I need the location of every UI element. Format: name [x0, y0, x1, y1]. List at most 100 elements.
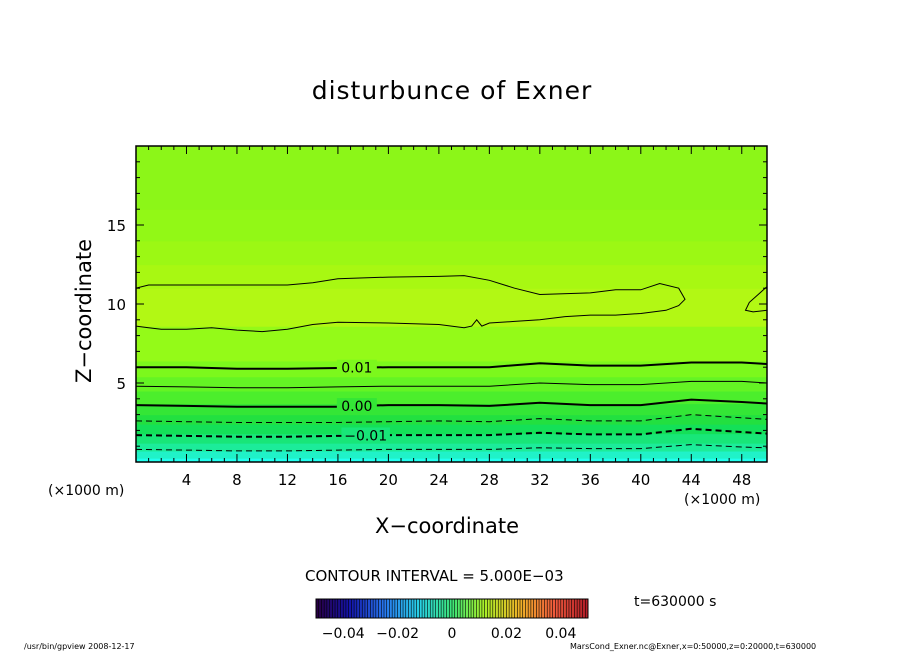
footer-right: MarsCond_Exner.nc@Exner,x=0:50000,z=0:20…: [570, 642, 817, 651]
colorbar-cell: [345, 599, 349, 618]
colorbar-cell: [441, 599, 445, 618]
colorbar-cell: [324, 599, 328, 618]
fill-band-6: [136, 403, 767, 416]
colorbar-cell: [359, 599, 363, 618]
colorbar-cell: [373, 599, 377, 618]
colorbar-cell: [541, 599, 545, 618]
y-tick-label-2: 15: [107, 217, 126, 235]
contour-line-7: [744, 286, 767, 313]
x-tick-label-3: 16: [328, 471, 347, 489]
colorbar-cell: [511, 599, 515, 618]
x-tick-label-8: 36: [581, 471, 600, 489]
x-tick-label-5: 24: [429, 471, 448, 489]
fill-band-13: [136, 240, 767, 266]
colorbar-cell: [370, 599, 374, 618]
colorbar-cell: [392, 599, 396, 618]
colorbar-cell: [411, 599, 415, 618]
colorbar-cell: [517, 599, 521, 618]
colorbar-cell: [560, 599, 564, 618]
colorbar-cell: [506, 599, 510, 618]
colorbar-cell: [435, 599, 439, 618]
colorbar-cell: [498, 599, 502, 618]
contour-line-6: [136, 275, 686, 333]
colorbar-cell: [479, 599, 483, 618]
colorbar-cell: [579, 599, 583, 618]
contour-label-2: 0.00: [341, 399, 372, 415]
x-tick-label-10: 44: [682, 471, 701, 489]
colorbar-cell: [337, 599, 341, 618]
colorbar-cell: [566, 599, 570, 618]
colorbar-cell: [321, 599, 325, 618]
fill-band-14: [136, 209, 767, 242]
colorbar-cell: [481, 599, 485, 618]
colorbar-cell: [340, 599, 344, 618]
time-label: t=630000 s: [634, 594, 717, 610]
colorbar-cell: [568, 599, 572, 618]
colorbar-cell: [454, 599, 458, 618]
colorbar-frame: [315, 598, 589, 619]
colorbar-tick-label-2: 0: [448, 626, 457, 642]
contour-label-gap-2: [336, 398, 377, 415]
colorbar-cell: [362, 599, 366, 618]
colorbar-cell: [351, 599, 355, 618]
colorbar-cell: [468, 599, 472, 618]
colorbar-cell: [555, 599, 559, 618]
colorbar-cell: [400, 599, 404, 618]
colorbar-cell: [547, 599, 551, 618]
colorbar-cell: [378, 599, 382, 618]
colorbar-tick-label-4: 0.04: [545, 626, 576, 642]
colorbar-cell: [367, 599, 371, 618]
x-tick-label-11: 48: [732, 471, 751, 489]
x-tick-label-4: 20: [379, 471, 398, 489]
colorbar-cell: [384, 599, 388, 618]
x-tick-label-9: 40: [631, 471, 650, 489]
colorbar-cell: [318, 599, 322, 618]
colorbar-cell: [473, 599, 477, 618]
colorbar-cell: [343, 599, 347, 618]
colorbar-cell: [394, 599, 398, 618]
fill-band-5: [136, 414, 767, 425]
colorbar-cell: [432, 599, 436, 618]
colorbar-cell: [316, 599, 320, 618]
colorbar-cell: [397, 599, 401, 618]
colorbar-cell: [492, 599, 496, 618]
x-tick-label-6: 28: [480, 471, 499, 489]
filled-bands: [136, 146, 767, 462]
colorbar-cell: [582, 599, 586, 618]
colorbar-cell: [460, 599, 464, 618]
fill-band-8: [136, 376, 767, 392]
x-unit-right: (×1000 m): [684, 492, 761, 508]
colorbar-cell: [530, 599, 534, 618]
fill-band-3: [136, 433, 767, 444]
colorbar-cell: [364, 599, 368, 618]
colorbar-cell: [522, 599, 526, 618]
x-unit-left: (×1000 m): [48, 483, 125, 499]
colorbar-tick-label-0: −0.04: [322, 626, 365, 642]
colorbar-cell: [386, 599, 390, 618]
footer-left: /usr/bin/gpview 2008-12-17: [24, 642, 135, 651]
colorbar-cell: [424, 599, 428, 618]
colorbar-cell: [438, 599, 442, 618]
x-tick-label-2: 12: [278, 471, 297, 489]
x-tick-label-7: 32: [530, 471, 549, 489]
colorbar-cell: [408, 599, 412, 618]
fill-band-15: [136, 146, 767, 210]
colorbar-cell: [452, 599, 456, 618]
contour-label-4: −0.01: [344, 428, 387, 444]
fill-band-1: [136, 450, 767, 459]
x-axis-label: X−coordinate: [375, 514, 519, 538]
colorbar-tick-label-1: −0.02: [376, 626, 419, 642]
colorbar-cell: [332, 599, 336, 618]
colorbar-cell: [574, 599, 578, 618]
colorbar-cell: [416, 599, 420, 618]
colorbar-cell: [514, 599, 518, 618]
fill-band-4: [136, 424, 767, 435]
colorbar-cell: [457, 599, 461, 618]
colorbar-cell: [528, 599, 532, 618]
contour-interval-label: CONTOUR INTERVAL = 5.000E−03: [305, 567, 564, 585]
colorbar-cell: [405, 599, 409, 618]
contour-lines: [136, 275, 767, 452]
colorbar-cell: [487, 599, 491, 618]
